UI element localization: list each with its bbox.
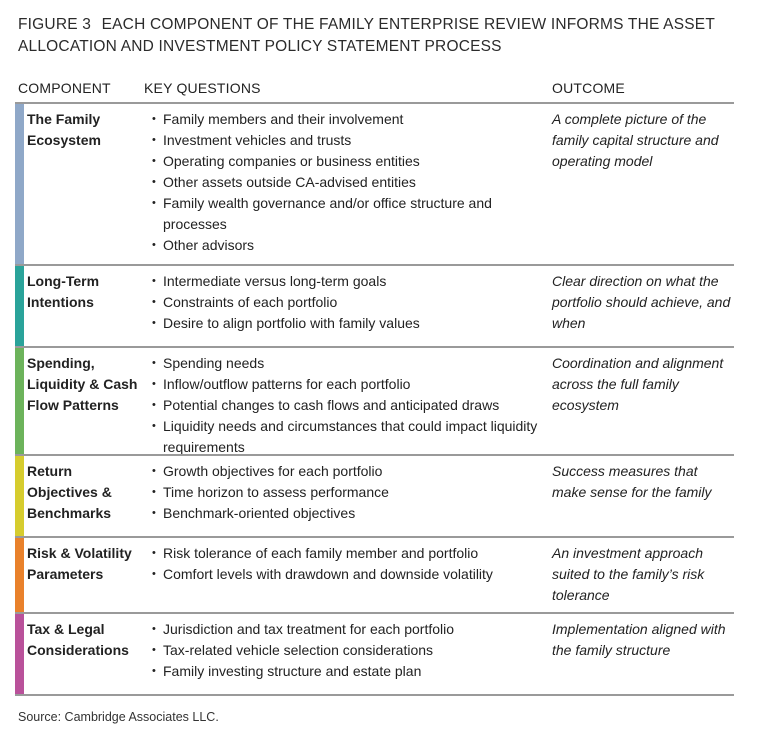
- figure-title-text: EACH COMPONENT OF THE FAMILY ENTERPRISE …: [18, 16, 715, 55]
- key-questions-list: Spending needsInflow/outflow patterns fo…: [151, 353, 543, 458]
- key-questions-list: Jurisdiction and tax treatment for each …: [151, 619, 543, 682]
- table-row: Return Objectives & Benchmarks Growth obj…: [15, 456, 734, 538]
- key-questions-list: Risk tolerance of each family member and…: [151, 543, 543, 585]
- key-question-item: Operating companies or business entities: [151, 151, 543, 172]
- key-question-item: Constraints of each portfolio: [151, 292, 543, 313]
- key-question-item: Growth objectives for each portfolio: [151, 461, 543, 482]
- component-name: Spending, Liquidity & Cash Flow Patterns: [27, 355, 138, 413]
- header-outcome: OUTCOME: [552, 80, 625, 96]
- outcome-text: A complete picture of the family capital…: [552, 111, 719, 169]
- row-color-bar: [15, 266, 24, 348]
- key-question-item: Jurisdiction and tax treatment for each …: [151, 619, 543, 640]
- component-name: Long-Term Intentions: [27, 273, 100, 310]
- row-color-bar: [15, 104, 24, 266]
- component-name: The Family Ecosystem: [27, 111, 101, 148]
- key-question-item: Desire to align portfolio with family va…: [151, 313, 543, 334]
- key-questions-list: Intermediate versus long-term goalsConst…: [151, 271, 543, 334]
- key-question-item: Intermediate versus long-term goals: [151, 271, 543, 292]
- key-question-item: Tax-related vehicle selection considerat…: [151, 640, 543, 661]
- key-question-item: Other assets outside CA-advised entities: [151, 172, 543, 193]
- key-questions-list: Growth objectives for each portfolioTime…: [151, 461, 543, 524]
- row-color-bar: [15, 456, 24, 538]
- component-name: Risk & Volatility Parameters: [27, 545, 132, 582]
- table-row: The Family Ecosystem Family members and t…: [15, 104, 734, 266]
- header-key-questions: KEY QUESTIONS: [144, 80, 261, 96]
- key-question-item: Benchmark-oriented objectives: [151, 503, 543, 524]
- row-color-bar: [15, 538, 24, 614]
- key-question-item: Other advisors: [151, 235, 543, 256]
- key-question-item: Liquidity needs and circumstances that c…: [151, 416, 543, 458]
- row-color-bar: [15, 614, 24, 696]
- row-divider: [15, 694, 734, 696]
- key-questions-list: Family members and their involvementInve…: [151, 109, 543, 256]
- component-name: Return Objectives & Benchmarks: [27, 463, 112, 521]
- row-divider: [15, 612, 734, 614]
- outcome-text: An investment approach suited to the fam…: [552, 545, 705, 603]
- key-question-item: Inflow/outflow patterns for each portfol…: [151, 374, 543, 395]
- key-question-item: Potential changes to cash flows and anti…: [151, 395, 543, 416]
- header-rule: [15, 102, 734, 104]
- key-question-item: Comfort levels with drawdown and downsid…: [151, 564, 543, 585]
- component-name: Tax & Legal Considerations: [27, 621, 129, 658]
- key-question-item: Family investing structure and estate pl…: [151, 661, 543, 682]
- outcome-text: Coordination and alignment across the fu…: [552, 355, 724, 413]
- table-row: Long-Term Intentions Intermediate versus …: [15, 266, 734, 348]
- figure-title: FIGURE 3 EACH COMPONENT OF THE FAMILY EN…: [18, 14, 753, 58]
- row-color-bar: [15, 348, 24, 456]
- outcome-text: Implementation aligned with the family s…: [552, 621, 726, 658]
- row-divider: [15, 346, 734, 348]
- row-divider: [15, 264, 734, 266]
- key-question-item: Family members and their involvement: [151, 109, 543, 130]
- row-divider: [15, 454, 734, 456]
- header-component: COMPONENT: [18, 80, 111, 96]
- key-question-item: Spending needs: [151, 353, 543, 374]
- key-question-item: Risk tolerance of each family member and…: [151, 543, 543, 564]
- table-row: Risk & Volatility Parameters Risk toleran…: [15, 538, 734, 614]
- outcome-text: Success measures that make sense for the…: [552, 463, 712, 500]
- key-question-item: Time horizon to assess performance: [151, 482, 543, 503]
- key-question-item: Investment vehicles and trusts: [151, 130, 543, 151]
- row-divider: [15, 536, 734, 538]
- source-note: Source: Cambridge Associates LLC.: [18, 710, 219, 724]
- outcome-text: Clear direction on what the portfolio sh…: [552, 273, 731, 331]
- table-row: Tax & Legal Considerations Jurisdiction a…: [15, 614, 734, 696]
- figure-label: FIGURE 3: [18, 16, 92, 33]
- key-question-item: Family wealth governance and/or office s…: [151, 193, 543, 235]
- table-row: Spending, Liquidity & Cash Flow Patterns…: [15, 348, 734, 456]
